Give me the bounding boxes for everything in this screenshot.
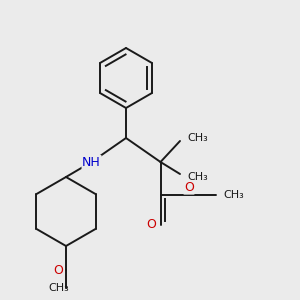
- Text: O: O: [184, 181, 194, 194]
- Text: CH₃: CH₃: [188, 172, 208, 182]
- Text: CH₃: CH₃: [188, 133, 208, 143]
- Text: CH₃: CH₃: [224, 190, 244, 200]
- Text: NH: NH: [82, 155, 101, 169]
- Text: O: O: [54, 263, 63, 277]
- Text: O: O: [147, 218, 156, 232]
- Text: CH₃: CH₃: [48, 283, 69, 293]
